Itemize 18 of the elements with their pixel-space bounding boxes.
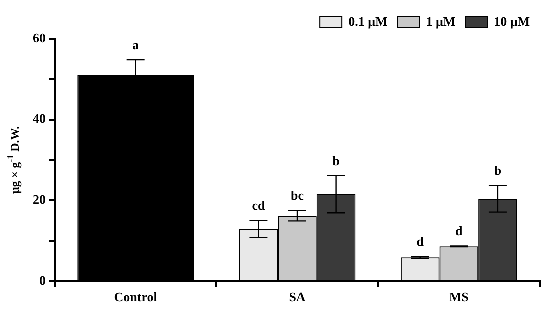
annotation: d xyxy=(416,234,425,250)
legend-label: 10 μM xyxy=(494,14,530,29)
y-tick-label: 0 xyxy=(40,272,46,288)
annotation: b xyxy=(332,153,340,168)
annotation: a xyxy=(132,37,140,52)
x-tick-label: MS xyxy=(449,290,469,305)
x-tick-label: Control xyxy=(114,290,158,305)
x-tick-label: SA xyxy=(289,290,306,305)
y-tick-label: 40 xyxy=(33,111,46,126)
annotation: b xyxy=(494,163,502,178)
legend-label: 0.1 μM xyxy=(348,14,388,29)
annotation: d xyxy=(456,224,464,239)
y-tick-label: 20 xyxy=(33,192,46,207)
legend-label: 1 μM xyxy=(426,14,456,29)
annotation: bc xyxy=(291,188,304,204)
annotation: cd xyxy=(252,198,266,214)
y-axis-title: μg × g-1 D.W. xyxy=(5,126,22,194)
y-tick-label: 60 xyxy=(33,30,46,46)
